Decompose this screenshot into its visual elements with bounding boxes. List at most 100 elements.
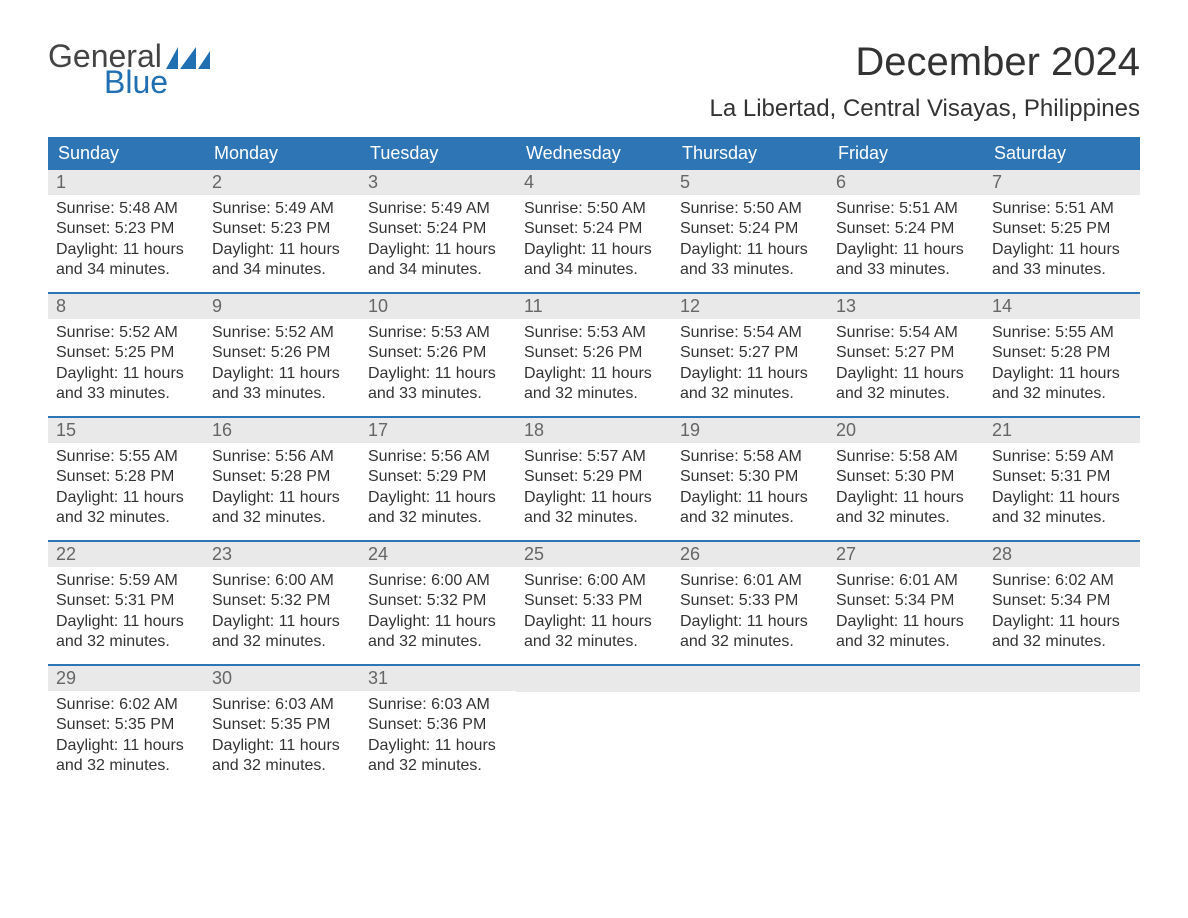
- logo-flag-icon: [166, 47, 210, 69]
- day-header-thursday: Thursday: [672, 137, 828, 170]
- day-number: 8: [48, 294, 204, 319]
- day-number: 4: [516, 170, 672, 195]
- day-number: 31: [360, 666, 516, 691]
- day-number: 15: [48, 418, 204, 443]
- calendar-cell: 13Sunrise: 5:54 AMSunset: 5:27 PMDayligh…: [828, 294, 984, 416]
- daylight-line: Daylight: 11 hours and 32 minutes.: [212, 488, 352, 529]
- day-number: 22: [48, 542, 204, 567]
- day-number: [516, 666, 672, 692]
- daylight-line: Daylight: 11 hours and 32 minutes.: [992, 488, 1132, 529]
- sunset-line: Sunset: 5:28 PM: [992, 343, 1132, 363]
- day-number: 14: [984, 294, 1140, 319]
- day-number: 12: [672, 294, 828, 319]
- daylight-line: Daylight: 11 hours and 32 minutes.: [992, 612, 1132, 653]
- sunset-line: Sunset: 5:26 PM: [524, 343, 664, 363]
- daylight-line: Daylight: 11 hours and 32 minutes.: [836, 488, 976, 529]
- daylight-line: Daylight: 11 hours and 33 minutes.: [680, 240, 820, 281]
- sunset-line: Sunset: 5:34 PM: [836, 591, 976, 611]
- sunrise-line: Sunrise: 5:59 AM: [56, 571, 196, 591]
- day-number: 19: [672, 418, 828, 443]
- day-details: Sunrise: 5:54 AMSunset: 5:27 PMDaylight:…: [828, 319, 984, 415]
- day-number: 17: [360, 418, 516, 443]
- calendar-week: 15Sunrise: 5:55 AMSunset: 5:28 PMDayligh…: [48, 416, 1140, 540]
- day-number: [672, 666, 828, 692]
- day-number: 2: [204, 170, 360, 195]
- day-header-saturday: Saturday: [984, 137, 1140, 170]
- day-header-sunday: Sunday: [48, 137, 204, 170]
- calendar-week: 8Sunrise: 5:52 AMSunset: 5:25 PMDaylight…: [48, 292, 1140, 416]
- sunrise-line: Sunrise: 5:49 AM: [212, 199, 352, 219]
- sunset-line: Sunset: 5:32 PM: [368, 591, 508, 611]
- month-title: December 2024: [710, 40, 1140, 85]
- sunset-line: Sunset: 5:24 PM: [836, 219, 976, 239]
- day-details: Sunrise: 6:02 AMSunset: 5:35 PMDaylight:…: [48, 691, 204, 787]
- daylight-line: Daylight: 11 hours and 32 minutes.: [524, 612, 664, 653]
- logo-text-blue: Blue: [104, 66, 210, 98]
- day-number: 27: [828, 542, 984, 567]
- sunset-line: Sunset: 5:30 PM: [836, 467, 976, 487]
- sunset-line: Sunset: 5:34 PM: [992, 591, 1132, 611]
- day-details: Sunrise: 5:56 AMSunset: 5:28 PMDaylight:…: [204, 443, 360, 539]
- sunset-line: Sunset: 5:26 PM: [212, 343, 352, 363]
- sunrise-line: Sunrise: 5:56 AM: [212, 447, 352, 467]
- sunset-line: Sunset: 5:27 PM: [836, 343, 976, 363]
- sunrise-line: Sunrise: 5:53 AM: [524, 323, 664, 343]
- day-details: Sunrise: 5:55 AMSunset: 5:28 PMDaylight:…: [48, 443, 204, 539]
- calendar-cell: 16Sunrise: 5:56 AMSunset: 5:28 PMDayligh…: [204, 418, 360, 540]
- calendar-cell: 14Sunrise: 5:55 AMSunset: 5:28 PMDayligh…: [984, 294, 1140, 416]
- calendar-body: 1Sunrise: 5:48 AMSunset: 5:23 PMDaylight…: [48, 170, 1140, 788]
- sunrise-line: Sunrise: 5:49 AM: [368, 199, 508, 219]
- sunset-line: Sunset: 5:31 PM: [992, 467, 1132, 487]
- sunset-line: Sunset: 5:24 PM: [524, 219, 664, 239]
- day-number: 18: [516, 418, 672, 443]
- sunset-line: Sunset: 5:24 PM: [368, 219, 508, 239]
- sunset-line: Sunset: 5:27 PM: [680, 343, 820, 363]
- calendar-cell: 21Sunrise: 5:59 AMSunset: 5:31 PMDayligh…: [984, 418, 1140, 540]
- calendar-cell: 8Sunrise: 5:52 AMSunset: 5:25 PMDaylight…: [48, 294, 204, 416]
- daylight-line: Daylight: 11 hours and 33 minutes.: [836, 240, 976, 281]
- calendar-cell: [516, 666, 672, 788]
- sunset-line: Sunset: 5:30 PM: [680, 467, 820, 487]
- day-details: Sunrise: 5:58 AMSunset: 5:30 PMDaylight:…: [828, 443, 984, 539]
- sunrise-line: Sunrise: 5:53 AM: [368, 323, 508, 343]
- day-header-wednesday: Wednesday: [516, 137, 672, 170]
- daylight-line: Daylight: 11 hours and 32 minutes.: [56, 736, 196, 777]
- calendar-cell: 31Sunrise: 6:03 AMSunset: 5:36 PMDayligh…: [360, 666, 516, 788]
- day-details: Sunrise: 5:50 AMSunset: 5:24 PMDaylight:…: [516, 195, 672, 291]
- day-details: Sunrise: 5:53 AMSunset: 5:26 PMDaylight:…: [360, 319, 516, 415]
- calendar-cell: 26Sunrise: 6:01 AMSunset: 5:33 PMDayligh…: [672, 542, 828, 664]
- day-number: 1: [48, 170, 204, 195]
- sunset-line: Sunset: 5:25 PM: [56, 343, 196, 363]
- daylight-line: Daylight: 11 hours and 34 minutes.: [212, 240, 352, 281]
- day-details: Sunrise: 5:52 AMSunset: 5:26 PMDaylight:…: [204, 319, 360, 415]
- day-details: Sunrise: 5:53 AMSunset: 5:26 PMDaylight:…: [516, 319, 672, 415]
- day-number: [828, 666, 984, 692]
- daylight-line: Daylight: 11 hours and 32 minutes.: [56, 488, 196, 529]
- sunset-line: Sunset: 5:23 PM: [56, 219, 196, 239]
- day-number: 28: [984, 542, 1140, 567]
- daylight-line: Daylight: 11 hours and 32 minutes.: [680, 488, 820, 529]
- sunrise-line: Sunrise: 5:51 AM: [836, 199, 976, 219]
- sunrise-line: Sunrise: 5:51 AM: [992, 199, 1132, 219]
- sunset-line: Sunset: 5:33 PM: [524, 591, 664, 611]
- calendar-cell: 23Sunrise: 6:00 AMSunset: 5:32 PMDayligh…: [204, 542, 360, 664]
- calendar-cell: 5Sunrise: 5:50 AMSunset: 5:24 PMDaylight…: [672, 170, 828, 292]
- sunrise-line: Sunrise: 5:58 AM: [836, 447, 976, 467]
- day-number: 7: [984, 170, 1140, 195]
- sunrise-line: Sunrise: 5:52 AM: [56, 323, 196, 343]
- daylight-line: Daylight: 11 hours and 32 minutes.: [524, 488, 664, 529]
- day-details: Sunrise: 5:58 AMSunset: 5:30 PMDaylight:…: [672, 443, 828, 539]
- day-details: Sunrise: 5:59 AMSunset: 5:31 PMDaylight:…: [984, 443, 1140, 539]
- sunset-line: Sunset: 5:28 PM: [212, 467, 352, 487]
- day-details: Sunrise: 6:01 AMSunset: 5:33 PMDaylight:…: [672, 567, 828, 663]
- day-number: 23: [204, 542, 360, 567]
- day-details: Sunrise: 5:50 AMSunset: 5:24 PMDaylight:…: [672, 195, 828, 291]
- sunrise-line: Sunrise: 5:58 AM: [680, 447, 820, 467]
- day-details: Sunrise: 5:49 AMSunset: 5:24 PMDaylight:…: [360, 195, 516, 291]
- sunset-line: Sunset: 5:35 PM: [56, 715, 196, 735]
- daylight-line: Daylight: 11 hours and 32 minutes.: [212, 612, 352, 653]
- day-details: Sunrise: 5:59 AMSunset: 5:31 PMDaylight:…: [48, 567, 204, 663]
- calendar-cell: 30Sunrise: 6:03 AMSunset: 5:35 PMDayligh…: [204, 666, 360, 788]
- sunset-line: Sunset: 5:26 PM: [368, 343, 508, 363]
- calendar-cell: 20Sunrise: 5:58 AMSunset: 5:30 PMDayligh…: [828, 418, 984, 540]
